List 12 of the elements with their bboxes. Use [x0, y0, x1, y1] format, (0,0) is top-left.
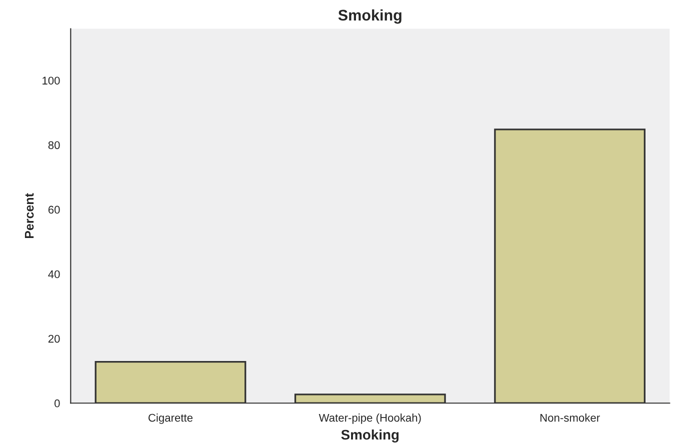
x-tick-label: Water-pipe (Hookah): [318, 414, 421, 424]
chart-title: Smoking: [338, 9, 402, 24]
y-tick-label: 80: [48, 141, 60, 150]
y-tick-label: 60: [48, 206, 60, 214]
y-tick-label: 20: [48, 334, 60, 343]
y-tick-label: 0: [54, 399, 60, 408]
x-tick-label: Cigarette: [148, 414, 193, 424]
y-tick-label: 100: [42, 76, 60, 85]
y-axis-title: Percent: [24, 193, 34, 238]
y-tick-label: 40: [48, 270, 60, 278]
x-tick-label: Non-smoker: [540, 414, 600, 422]
x-axis-title: Smoking: [341, 429, 399, 442]
